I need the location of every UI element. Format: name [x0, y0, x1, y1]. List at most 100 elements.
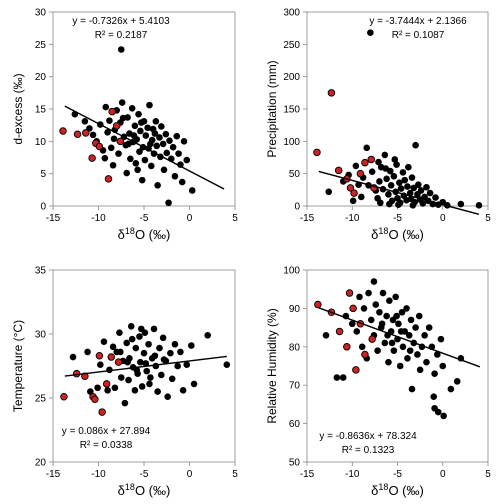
r-squared-label: R² = 0.1087: [392, 30, 445, 41]
data-point-black: [403, 305, 410, 312]
data-point-black: [136, 333, 143, 340]
data-point-black: [381, 151, 389, 159]
data-point-black: [152, 117, 160, 125]
trendline: [64, 355, 227, 377]
data-point-black: [146, 380, 153, 388]
data-point-black: [333, 374, 341, 381]
data-point-black: [352, 162, 360, 170]
data-point-black: [349, 197, 357, 205]
trendline: [318, 307, 481, 368]
data-point-black: [383, 175, 390, 183]
data-point-black: [183, 361, 191, 369]
x-tick-label: 5: [232, 213, 238, 224]
data-point-black: [166, 137, 173, 144]
data-point-black: [141, 156, 149, 164]
plot-frame: [306, 11, 489, 207]
data-point-black: [145, 340, 152, 348]
y-tick-label: 20: [35, 458, 47, 469]
y-tick-label: 5: [40, 169, 46, 180]
data-point-black: [388, 339, 396, 347]
y-tick-label: 300: [283, 8, 300, 19]
data-point-black: [404, 183, 411, 190]
data-point-black: [137, 325, 145, 333]
data-point-black: [339, 374, 347, 381]
x-axis-title: δ18O (‰): [371, 482, 424, 498]
data-point-black: [453, 378, 461, 385]
data-point-black: [111, 384, 119, 392]
data-point-black: [367, 316, 375, 324]
data-point-black: [425, 324, 433, 331]
data-point-black: [130, 132, 138, 139]
trendline-equation: y = 0.086x + 27.894: [62, 426, 151, 437]
x-tick-label: 0: [440, 469, 446, 480]
y-tick-label: 200: [283, 72, 300, 83]
data-point-black: [178, 178, 186, 186]
data-point-black: [325, 188, 333, 196]
x-tick-label: -5: [393, 469, 402, 480]
data-point-black: [204, 331, 211, 339]
data-point-black: [156, 134, 163, 141]
data-point-black: [165, 199, 172, 207]
data-point-red: [314, 300, 322, 309]
data-point-black: [415, 181, 422, 188]
data-point-black: [363, 144, 371, 152]
data-point-black: [125, 140, 132, 148]
x-tick-label: -15: [46, 213, 61, 224]
data-point-black: [390, 347, 398, 354]
r-squared-label: R² = 0.0338: [80, 440, 133, 451]
data-point-red: [367, 155, 376, 164]
y-tick-label: 50: [289, 458, 301, 469]
data-point-black: [353, 328, 361, 335]
data-point-black: [132, 344, 140, 352]
data-point-black: [171, 340, 179, 348]
data-point-red: [98, 408, 106, 416]
data-point-black: [177, 348, 184, 356]
data-point-red: [91, 395, 99, 404]
data-point-black: [171, 172, 179, 180]
data-point-red: [112, 122, 121, 130]
data-point-black: [174, 362, 181, 370]
x-tick-label: 0: [187, 469, 193, 480]
y-tick-label: 35: [35, 266, 47, 277]
data-point-black: [457, 200, 465, 208]
data-point-red: [334, 166, 343, 175]
trendline-equation: y = -3.7444x + 2.1366: [369, 16, 467, 27]
data-point-black: [360, 305, 368, 312]
data-point-black: [117, 348, 124, 356]
data-point-black: [386, 200, 393, 208]
data-point-black: [398, 308, 406, 316]
data-point-black: [134, 166, 141, 174]
data-point-black: [142, 132, 150, 139]
x-axis-title: δ18O (‰): [118, 226, 171, 242]
data-point-black: [408, 174, 416, 181]
y-tick-label: 0: [294, 202, 300, 213]
x-tick-label: -5: [393, 213, 402, 224]
data-point-black: [387, 182, 395, 189]
data-point-black: [368, 168, 376, 176]
r-squared-label: R² = 0.2187: [95, 30, 148, 41]
data-point-black: [109, 161, 117, 169]
data-point-black: [405, 331, 413, 339]
data-point-black: [153, 142, 161, 150]
y-tick-label: 90: [289, 304, 301, 315]
data-point-black: [117, 374, 125, 381]
y-tick-label: 50: [289, 169, 301, 180]
y-tick-label: 10: [35, 137, 47, 148]
data-point-black: [322, 331, 330, 339]
data-point-black: [127, 155, 134, 163]
data-point-black: [475, 202, 483, 209]
data-point-black: [385, 358, 392, 366]
data-point-black: [378, 320, 386, 328]
trendline-equation: y = -0.8636x + 78.324: [319, 431, 417, 442]
data-point-black: [137, 119, 145, 126]
data-point-black: [423, 358, 430, 366]
data-point-black: [434, 408, 442, 416]
data-point-black: [396, 179, 403, 187]
data-point-black: [377, 199, 384, 207]
x-tick-label: 5: [485, 469, 491, 480]
data-point-black: [142, 360, 150, 367]
data-point-red: [356, 169, 365, 178]
data-point-black: [415, 312, 423, 320]
data-point-black: [426, 189, 434, 197]
